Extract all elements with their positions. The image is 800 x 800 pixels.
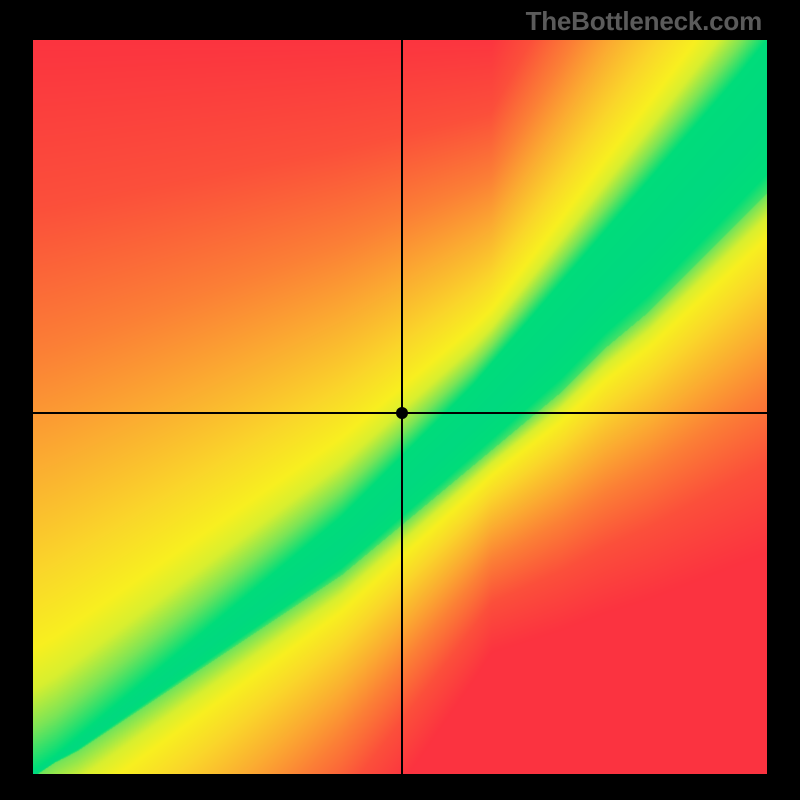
chart-outer-frame: TheBottleneck.com [0,0,800,800]
crosshair-marker-dot [396,407,408,419]
watermark-text: TheBottleneck.com [526,6,762,37]
heatmap-plot-area [33,40,767,774]
